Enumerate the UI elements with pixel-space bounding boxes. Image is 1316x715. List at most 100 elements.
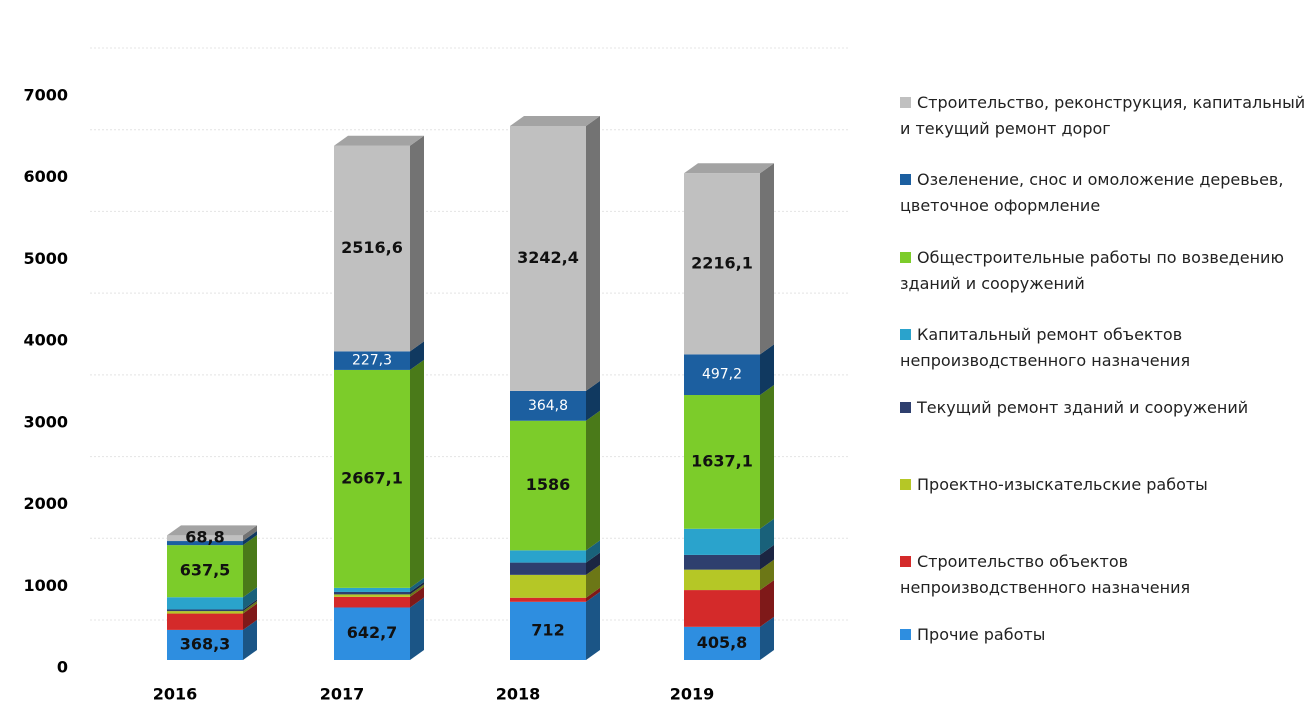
bar-segment xyxy=(510,597,586,602)
bar-segment xyxy=(510,562,586,575)
bar-segment xyxy=(510,125,586,391)
data-label: 2516,6 xyxy=(341,238,403,257)
legend-label: Текущий ремонт зданий и сооружений xyxy=(917,398,1249,417)
bar-side xyxy=(586,591,600,660)
bar-side xyxy=(410,135,424,352)
y-tick-label: 4000 xyxy=(23,331,68,350)
legend-swatch xyxy=(900,252,911,263)
bar-side xyxy=(410,341,424,370)
bar-side xyxy=(243,601,257,614)
bar-side xyxy=(760,580,774,627)
bar-side xyxy=(410,581,424,595)
bar-segment xyxy=(167,611,243,614)
bar-side xyxy=(410,584,424,597)
bar-side xyxy=(586,380,600,421)
bar-side xyxy=(586,540,600,563)
legend-item: Капитальный ремонт объектов непроизводст… xyxy=(900,322,1310,374)
legend-swatch xyxy=(900,174,911,185)
legend-swatch xyxy=(900,97,911,108)
bar-side xyxy=(243,603,257,630)
legend-item: Текущий ремонт зданий и сооружений xyxy=(900,395,1310,421)
bar-side xyxy=(586,115,600,391)
bar-segment xyxy=(334,596,410,608)
data-label: 637,5 xyxy=(180,561,231,580)
y-tick-label: 2000 xyxy=(23,494,68,513)
bar-side xyxy=(410,597,424,660)
data-label: 368,3 xyxy=(180,634,231,653)
bar-segment xyxy=(334,351,410,370)
x-tick-label: 2016 xyxy=(153,685,198,704)
data-label: 1637,1 xyxy=(691,451,753,470)
x-tick-label: 2019 xyxy=(670,685,715,704)
y-tick-label: 6000 xyxy=(23,167,68,186)
legend-swatch xyxy=(900,329,911,340)
bar-segment xyxy=(334,145,410,352)
bar-side xyxy=(243,525,257,542)
data-label: 1586 xyxy=(526,475,571,494)
bar-segment xyxy=(334,369,410,588)
bar-segment xyxy=(684,626,760,660)
y-tick-label: 3000 xyxy=(23,412,68,431)
bar-segment xyxy=(334,607,410,660)
y-tick-label: 5000 xyxy=(23,249,68,268)
x-tick-label: 2018 xyxy=(496,685,541,704)
bar-segment xyxy=(167,629,243,660)
legend-item: Строительство объектов непроизводственно… xyxy=(900,549,1310,601)
bar-segment xyxy=(684,569,760,591)
data-label: 68,8 xyxy=(185,528,224,547)
bar-segment xyxy=(684,554,760,570)
bar-top xyxy=(684,163,774,174)
bar-side xyxy=(586,587,600,602)
legend-label: Капитальный ремонт объектов непроизводст… xyxy=(900,325,1191,370)
legend-swatch xyxy=(900,479,911,490)
data-label: 3242,4 xyxy=(517,248,579,267)
bar-side xyxy=(760,385,774,529)
bar-segment xyxy=(167,541,243,546)
legend-item: Строительство, реконструкция, капитальны… xyxy=(900,90,1310,142)
legend-label: Строительство, реконструкция, капитальны… xyxy=(900,93,1306,138)
bar-segment xyxy=(167,535,243,542)
bar-side xyxy=(410,359,424,588)
bar-top xyxy=(167,525,257,536)
data-label: 227,3 xyxy=(352,353,392,369)
legend-label: Прочие работы xyxy=(917,625,1046,644)
bar-side xyxy=(760,163,774,355)
bar-side xyxy=(243,599,257,612)
y-tick-label: 0 xyxy=(57,658,68,677)
y-tick-label: 1000 xyxy=(23,576,68,595)
legend-label: Проектно-изыскательские работы xyxy=(917,475,1208,494)
bar-segment xyxy=(334,587,410,592)
legend-label: Озеленение, снос и омоложение деревьев, … xyxy=(900,170,1284,215)
bar-segment xyxy=(167,597,243,610)
bar-segment xyxy=(334,594,410,597)
bar-segment xyxy=(684,354,760,396)
data-label: 642,7 xyxy=(347,623,398,642)
bar-side xyxy=(410,577,424,592)
data-label: 405,8 xyxy=(697,633,748,652)
bar-side xyxy=(243,587,257,610)
legend-item: Озеленение, снос и омоложение деревьев, … xyxy=(900,167,1310,219)
legend-label: Общестроительные работы по возведению зд… xyxy=(900,248,1284,293)
x-tick-label: 2017 xyxy=(320,685,365,704)
legend-label: Строительство объектов непроизводственно… xyxy=(900,552,1191,597)
data-label: 364,8 xyxy=(528,398,568,414)
bar-side xyxy=(760,616,774,660)
legend-item: Прочие работы xyxy=(900,622,1310,648)
bar-side xyxy=(586,410,600,551)
bar-top xyxy=(510,115,600,126)
bar-side xyxy=(586,564,600,598)
bar-side xyxy=(760,559,774,591)
bar-segment xyxy=(167,609,243,612)
y-tick-label: 7000 xyxy=(23,86,68,105)
bar-side xyxy=(760,544,774,570)
bar-segment xyxy=(510,574,586,598)
bar-segment xyxy=(510,390,586,421)
legend-item: Общестроительные работы по возведению зд… xyxy=(900,245,1310,297)
data-label: 2216,1 xyxy=(691,253,753,272)
bar-side xyxy=(760,344,774,396)
legend-swatch xyxy=(900,402,911,413)
chart: 0 1000 2000 3000 4000 5000 6000 7000 2016 368,3 63… xyxy=(23,47,850,704)
bar-side xyxy=(410,586,424,608)
data-label: 497,2 xyxy=(702,367,742,383)
